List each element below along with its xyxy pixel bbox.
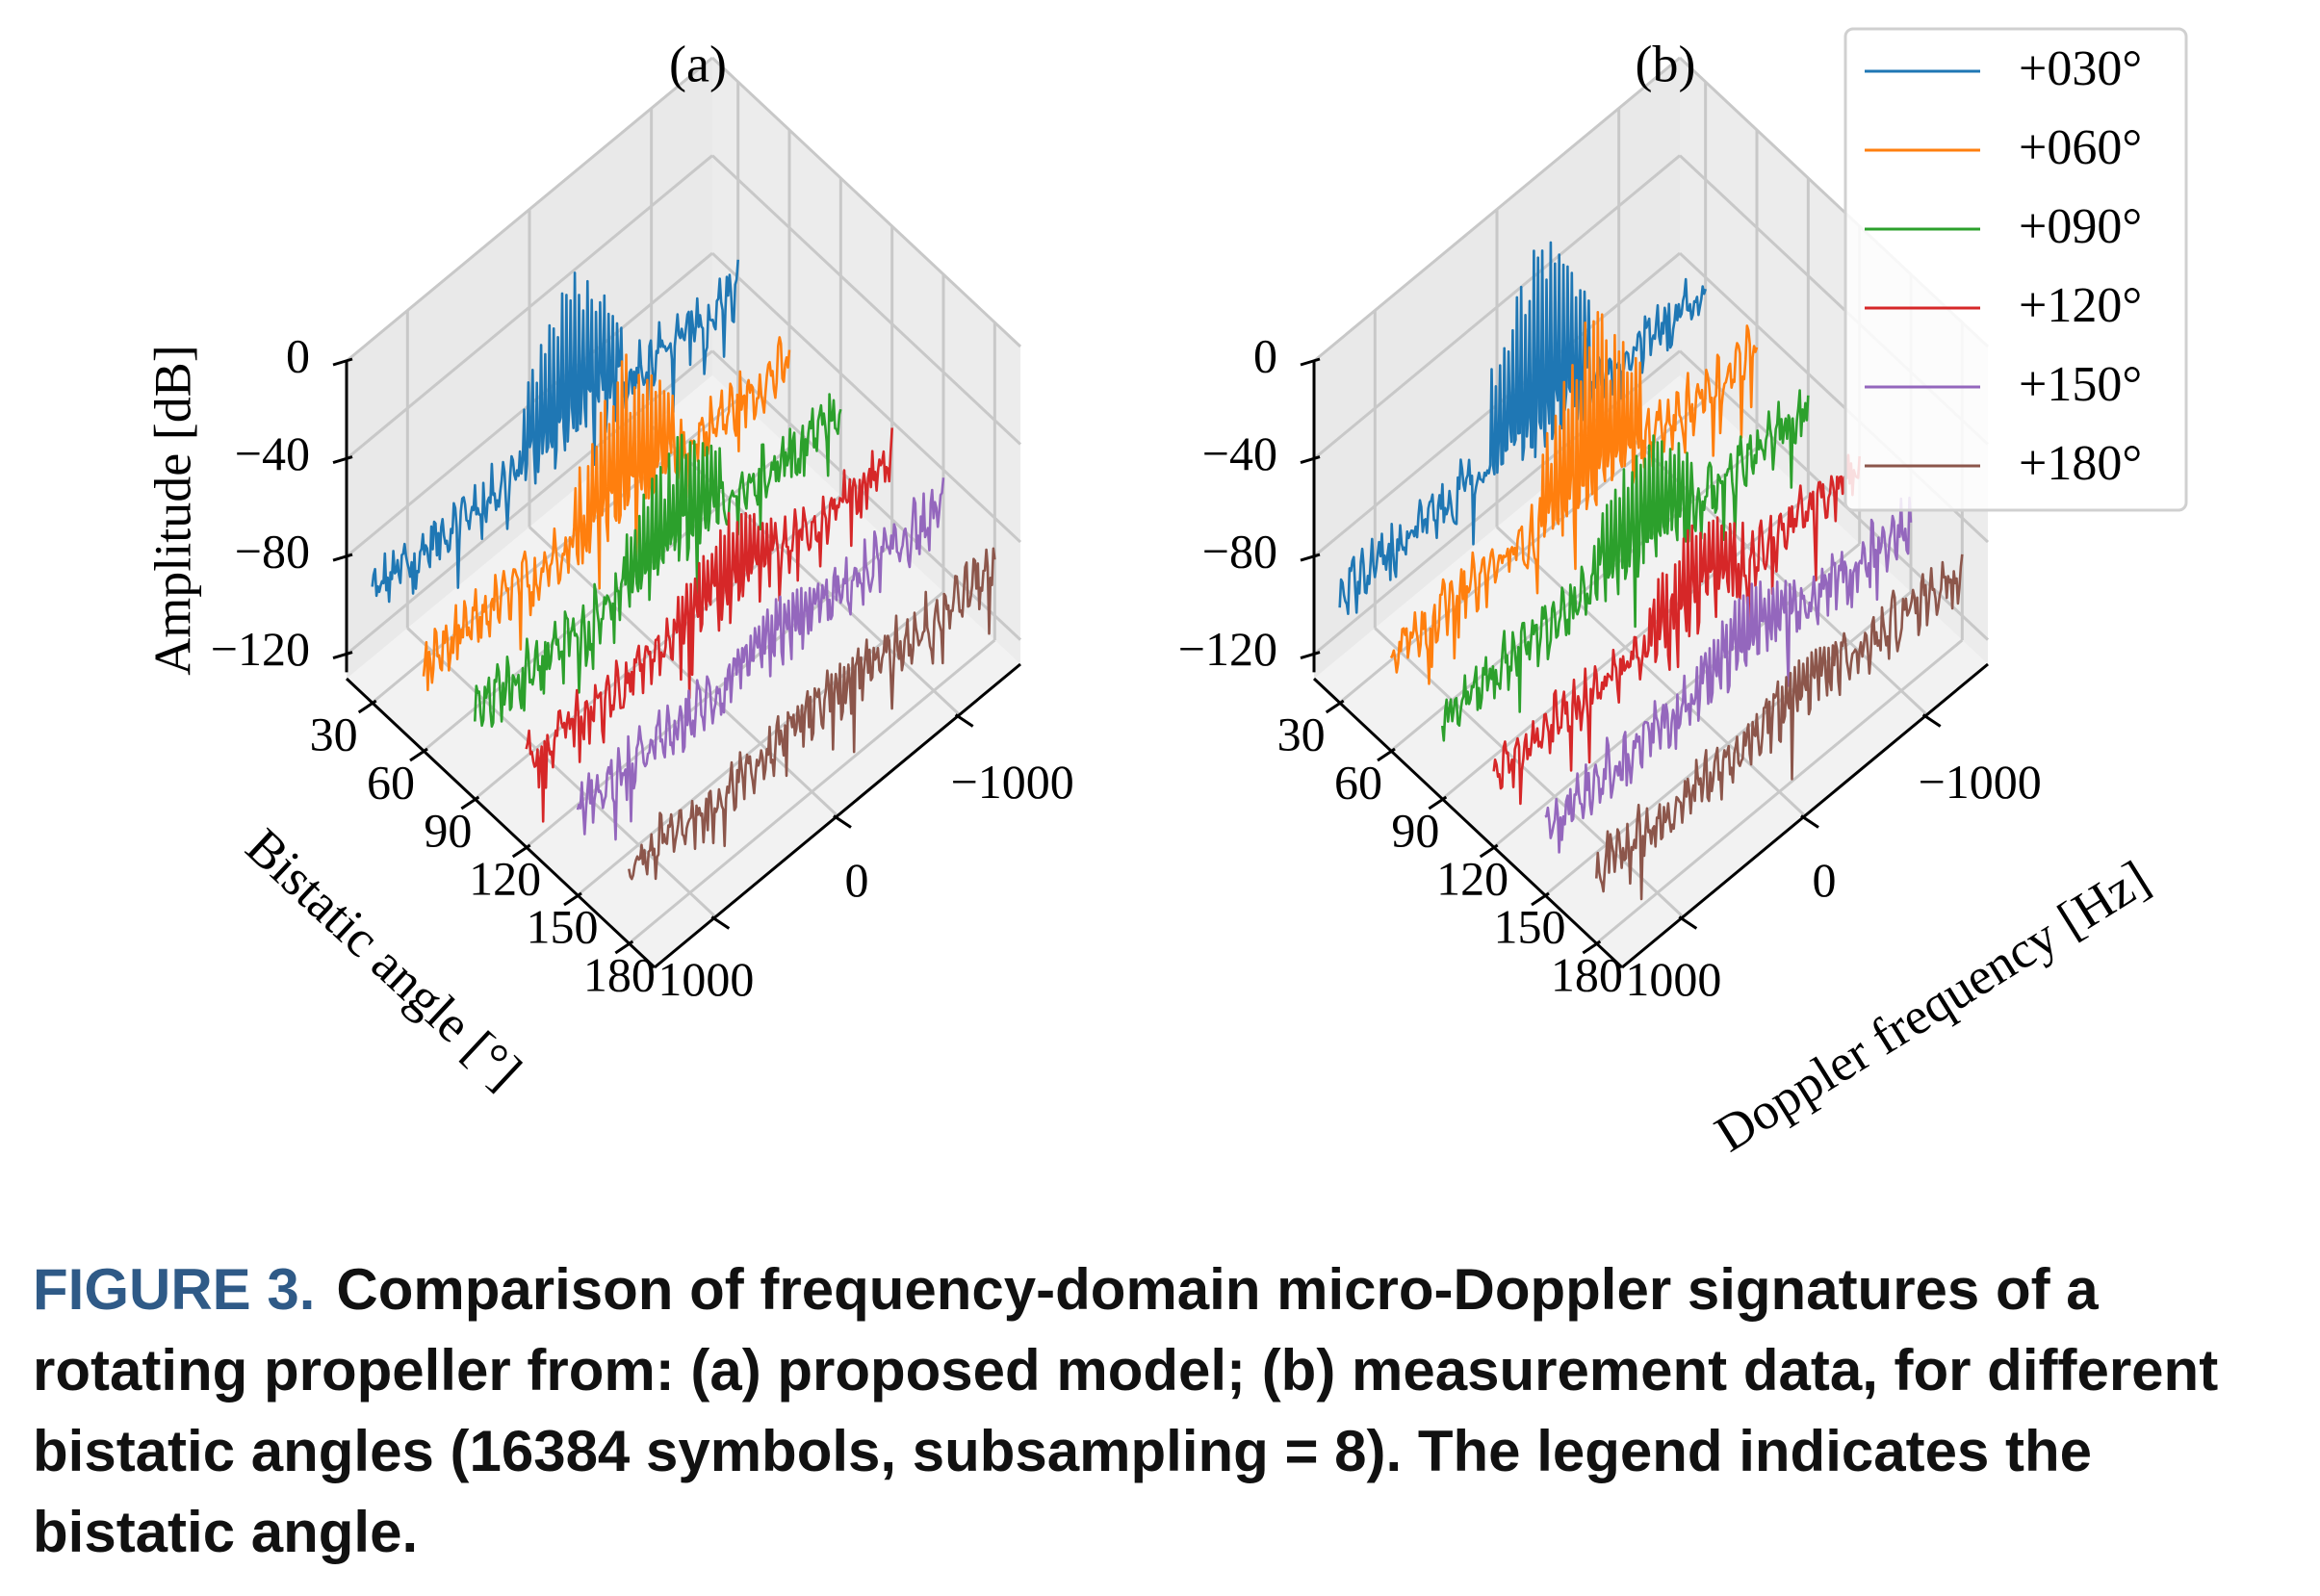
- angle-axis-line: [1312, 677, 1624, 969]
- panel-title: (b): [1636, 35, 1696, 92]
- freq-tick: [710, 915, 731, 930]
- series-trace-90: [474, 393, 842, 728]
- z-tick-label: −120: [1178, 622, 1277, 676]
- z-tick: [1300, 651, 1321, 660]
- angle-tick: [1428, 795, 1448, 811]
- angle-tick-label: 120: [469, 851, 541, 905]
- angle-tick-label: 120: [1436, 851, 1508, 905]
- series-trace-30: [371, 259, 739, 604]
- freq-axis-label: Doppler frequency [Hz]: [1705, 849, 2159, 1163]
- freq-tick-label: 1000: [657, 952, 754, 1006]
- angle-tick-label: 180: [583, 947, 656, 1001]
- series-trace-60: [422, 336, 791, 692]
- grid-line: [1495, 526, 1807, 817]
- series-trace-150: [1544, 496, 1913, 854]
- grid-line: [710, 251, 1022, 544]
- series-trace-180: [628, 547, 996, 881]
- z-tick-label: 0: [286, 328, 310, 382]
- z-tick: [332, 651, 353, 660]
- angle-tick: [563, 891, 582, 907]
- grid-line: [406, 627, 717, 918]
- grid-line: [710, 56, 1022, 348]
- legend-entry: +030°: [2019, 41, 2142, 96]
- panel-0-series: [371, 259, 996, 881]
- angle-tick: [1531, 891, 1550, 907]
- legend-entry: +090°: [2019, 199, 2142, 254]
- z-tick-label: −120: [211, 622, 310, 676]
- legend: +030° +060° +090° +120° +150° +180°: [1843, 27, 2188, 512]
- z-tick-label: −80: [1202, 525, 1277, 579]
- freq-tick: [833, 814, 852, 829]
- freq-tick-label: −1000: [1919, 755, 2042, 809]
- z-tick: [1300, 455, 1321, 464]
- series-trace-150: [576, 477, 945, 841]
- angle-tick: [1479, 843, 1499, 859]
- z-tick-label: −40: [235, 426, 310, 480]
- caption-text: Comparison of frequency-domain micro-Dop…: [33, 1257, 2219, 1564]
- angle-tick: [1582, 940, 1602, 955]
- z-tick: [1300, 357, 1321, 367]
- angle-tick-label: 60: [367, 755, 415, 809]
- z-tick-label: 0: [1253, 328, 1277, 382]
- angle-tick: [614, 940, 634, 955]
- angle-tick: [1377, 747, 1396, 762]
- series-trace-60: [1389, 311, 1759, 685]
- angle-tick-label: 150: [527, 899, 599, 953]
- figure-caption: FIGURE 3. Comparison of frequency-domain …: [33, 1249, 2295, 1573]
- series-trace-180: [1595, 553, 1964, 901]
- legend-entry: +120°: [2019, 278, 2142, 333]
- z-axis-label: Amplitude [dB]: [143, 345, 201, 675]
- grid-line: [710, 154, 1022, 446]
- angle-tick-label: 30: [310, 707, 358, 760]
- angle-axis-line: [345, 677, 657, 969]
- legend-entry: +060°: [2019, 120, 2142, 175]
- freq-tick: [1800, 814, 1819, 829]
- angle-tick: [357, 699, 377, 714]
- angle-tick-label: 30: [1277, 707, 1326, 760]
- angle-tick-label: 60: [1334, 755, 1382, 809]
- series-trace-30: [1338, 241, 1707, 615]
- z-tick-label: −40: [1202, 426, 1277, 480]
- freq-tick-label: −1000: [951, 755, 1074, 809]
- freq-tick-label: 0: [1813, 853, 1837, 907]
- angle-tick: [1325, 699, 1345, 714]
- angle-tick-label: 90: [1391, 803, 1439, 857]
- panel-title: (a): [669, 35, 727, 92]
- z-tick-label: −80: [235, 525, 310, 579]
- series-trace-120: [525, 427, 893, 823]
- z-tick: [332, 553, 353, 562]
- caption-label: FIGURE 3.: [33, 1257, 316, 1322]
- freq-axis-line: [1621, 662, 1989, 969]
- z-tick: [332, 357, 353, 367]
- freq-tick: [954, 713, 974, 728]
- freq-tick-label: 1000: [1625, 952, 1721, 1006]
- angle-tick: [460, 795, 480, 811]
- freq-axis-line: [654, 662, 1021, 969]
- figure-canvas: 0−40−80−120306090120150180−100001000(a)A…: [143, 27, 2188, 1163]
- legend-entry: +150°: [2019, 357, 2142, 412]
- freq-tick: [1921, 713, 1942, 728]
- series-trace-90: [1441, 389, 1810, 742]
- angle-tick-label: 180: [1551, 947, 1623, 1001]
- z-tick: [1300, 553, 1321, 562]
- angle-tick-label: 150: [1494, 899, 1566, 953]
- z-tick: [332, 455, 353, 464]
- legend-entry: +180°: [2019, 436, 2142, 491]
- angle-tick-label: 90: [424, 803, 472, 857]
- freq-tick-label: 0: [845, 853, 869, 907]
- panel-1-series: [1338, 241, 1964, 901]
- series-trace-120: [1492, 453, 1861, 806]
- freq-tick: [1678, 915, 1698, 930]
- angle-tick: [511, 843, 531, 859]
- panel-1-axes: [1300, 357, 1989, 969]
- panel-0-axes: [332, 357, 1021, 969]
- angle-tick: [409, 747, 428, 762]
